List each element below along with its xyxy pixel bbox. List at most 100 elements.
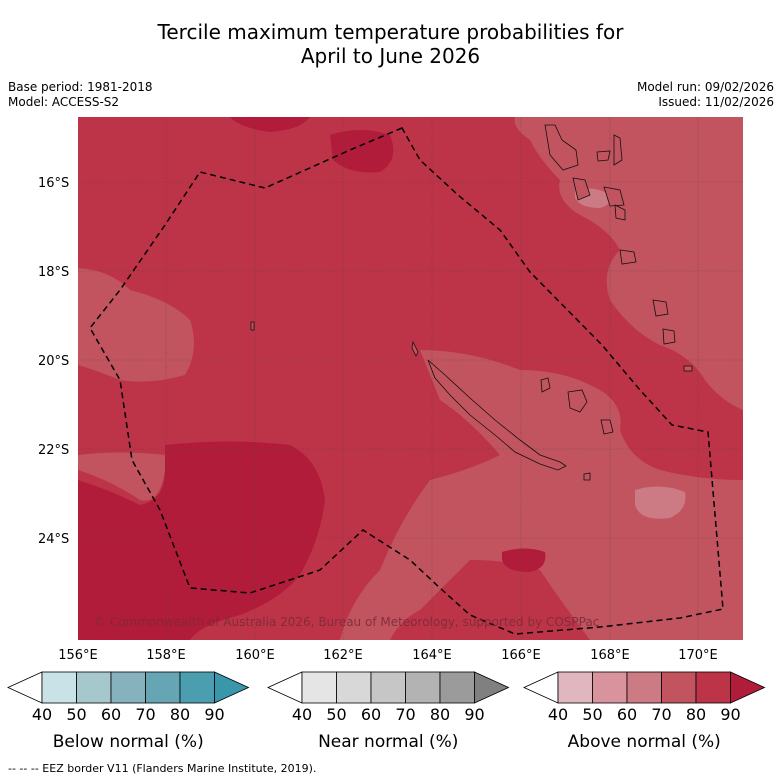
pentecost-island xyxy=(613,134,623,166)
lon-label-160: 160°E xyxy=(235,648,275,663)
malakula-island xyxy=(572,177,591,201)
isle-of-pines xyxy=(583,472,591,481)
colorbar-below-min-arrow xyxy=(7,671,43,704)
title-line-2: April to June 2026 xyxy=(300,44,481,68)
lat-label-20: 20°S xyxy=(38,354,69,369)
field-dark-north xyxy=(330,130,394,173)
meta-right: Model run: 09/02/2026 Issued: 11/02/2026 xyxy=(637,80,774,110)
colorbar-near: 40 50 60 70 80 90 Near normal (%) xyxy=(267,671,510,752)
colorbar-above-segment xyxy=(661,671,697,704)
colorbar-tick-label: 80 xyxy=(430,705,450,724)
field-light-west xyxy=(78,268,194,382)
colorbar-near-segment xyxy=(336,671,372,704)
lon-label-168: 168°E xyxy=(590,648,630,663)
gridlines xyxy=(78,117,743,640)
erromango-island xyxy=(652,299,669,317)
lon-label-158: 158°E xyxy=(146,648,186,663)
colorbar-tick-label: 70 xyxy=(135,705,155,724)
colorbar-tick-label: 50 xyxy=(582,705,602,724)
colorbar-tick-label: 90 xyxy=(464,705,484,724)
colorbar-above-segment xyxy=(695,671,731,704)
eez-border xyxy=(89,127,724,635)
field-dark-south xyxy=(502,548,546,572)
eez-footnote: -- -- -- EEZ border V11 (Flanders Marine… xyxy=(8,762,317,775)
colorbar-above-segment xyxy=(626,671,662,704)
colorbar-tick-label: 50 xyxy=(326,705,346,724)
aneityum-island xyxy=(683,365,693,372)
colorbar-tick-label: 80 xyxy=(686,705,706,724)
colorbar-above-max-arrow xyxy=(730,671,766,704)
model-run: Model run: 09/02/2026 xyxy=(636,80,774,94)
espiritu-santo xyxy=(544,124,579,171)
issued-date: Issued: 11/02/2026 xyxy=(658,95,774,109)
forecast-map: © Commonwealth of Australia 2026, Bureau… xyxy=(7,117,766,752)
land-outlines xyxy=(250,124,693,481)
colorbar-below-segment xyxy=(41,671,77,704)
ouvea-island xyxy=(540,377,551,393)
colorbar-below-label: Below normal (%) xyxy=(53,732,204,752)
colorbar-near-max-arrow xyxy=(474,671,510,704)
colorbar-tick-label: 50 xyxy=(66,705,86,724)
lat-label-24: 24°S xyxy=(38,532,69,547)
base-period: Base period: 1981-2018 xyxy=(8,80,153,94)
mare-island xyxy=(600,419,614,435)
colorbar-near-segment xyxy=(370,671,406,704)
colorbar-above-label: Above normal (%) xyxy=(568,732,721,752)
new-caledonia xyxy=(427,359,567,471)
colorbar-tick-label: 70 xyxy=(395,705,415,724)
ambrym-island xyxy=(603,186,625,207)
colorbar-near-segment xyxy=(439,671,475,704)
lat-label-16: 16°S xyxy=(38,176,69,191)
maewo-island xyxy=(596,150,611,162)
model-name: Model: ACCESS-S2 xyxy=(8,95,120,109)
field-light-southeast xyxy=(340,350,743,640)
colorbar-below-segment xyxy=(145,671,181,704)
colorbar-tick-label: 40 xyxy=(548,705,568,724)
field-dark-southwest xyxy=(78,441,325,640)
map-title: Tercile maximum temperature probabilitie… xyxy=(0,20,781,68)
lon-label-164: 164°E xyxy=(412,648,452,663)
title-line-1: Tercile maximum temperature probabilitie… xyxy=(157,20,624,44)
field-lighter-patch xyxy=(635,486,686,519)
lon-label-166: 166°E xyxy=(501,648,541,663)
copyright-notice: © Commonwealth of Australia 2026, Bureau… xyxy=(94,615,599,629)
colorbar-below-max-arrow xyxy=(214,671,250,704)
lon-label-170: 170°E xyxy=(678,648,718,663)
colorbar-tick-label: 70 xyxy=(651,705,671,724)
colorbar-below-segment xyxy=(179,671,215,704)
lifou-island xyxy=(567,389,588,413)
field-dark-top xyxy=(230,117,310,132)
colorbar-near-segment xyxy=(301,671,337,704)
lat-axis: 16°S 18°S 20°S 22°S 24°S xyxy=(38,176,69,547)
colorbar-tick-label: 90 xyxy=(204,705,224,724)
colorbar-tick-label: 60 xyxy=(617,705,637,724)
lon-axis: 156°E 158°E 160°E 162°E 164°E 166°E 168°… xyxy=(58,648,718,663)
lon-label-156: 156°E xyxy=(58,648,98,663)
colorbar-tick-label: 40 xyxy=(292,705,312,724)
colorbar-tick-label: 60 xyxy=(101,705,121,724)
lon-label-162: 162°E xyxy=(323,648,363,663)
colorbar-below-segment xyxy=(76,671,112,704)
colorbar-tick-label: 90 xyxy=(720,705,740,724)
meta-left: Base period: 1981-2018 Model: ACCESS-S2 xyxy=(8,80,153,110)
field-light-northeast xyxy=(514,117,743,410)
colorbar-above-segment xyxy=(557,671,593,704)
colorbar-near-label: Near normal (%) xyxy=(318,732,458,752)
colorbar-tick-label: 40 xyxy=(32,705,52,724)
field-light-sw xyxy=(78,452,165,501)
lat-label-18: 18°S xyxy=(38,265,69,280)
chesterfield-islands xyxy=(250,321,255,331)
colorbar-above-min-arrow xyxy=(523,671,559,704)
epi-island xyxy=(614,204,626,221)
colorbar-near-segment xyxy=(405,671,441,704)
colorbar-below-segment xyxy=(110,671,146,704)
colorbar-near-min-arrow xyxy=(267,671,303,704)
colorbar-above-segment xyxy=(592,671,628,704)
lat-label-22: 22°S xyxy=(38,443,69,458)
colorbar-tick-label: 60 xyxy=(361,705,381,724)
belep-islands xyxy=(411,340,419,357)
efate-island xyxy=(619,249,637,265)
colorbar-above: 40 50 60 70 80 90 Above normal (%) xyxy=(523,671,766,752)
